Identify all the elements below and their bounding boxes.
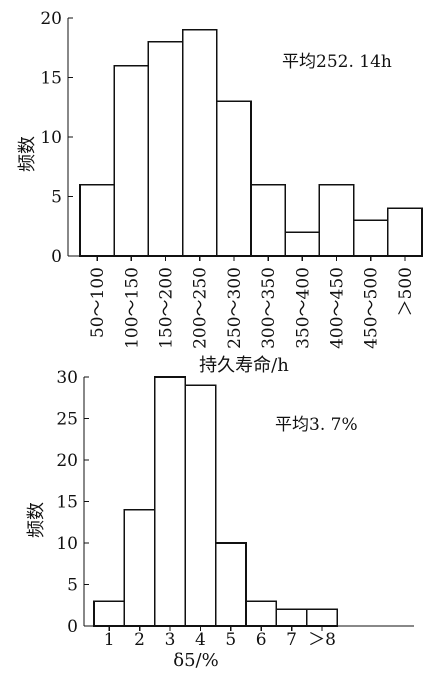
x-tick-label: 1: [104, 630, 115, 650]
x-axis-label: δ5/%: [173, 650, 218, 671]
bar: [154, 376, 187, 627]
x-tick-label: ＞500: [396, 267, 416, 316]
bar: [386, 207, 423, 257]
x-tick-label: 5: [225, 630, 236, 650]
x-tick-label: 50～100: [88, 267, 108, 338]
x-tick-label: 350～400: [293, 267, 313, 349]
y-axis-label: 频数: [26, 502, 47, 538]
x-tick-label: 300～350: [259, 267, 279, 349]
bar: [113, 64, 150, 257]
x-tick-label: 4: [195, 630, 206, 650]
x-tick-label: 450～500: [362, 267, 382, 349]
bar: [181, 29, 218, 257]
bar: [245, 600, 278, 627]
bar: [123, 508, 156, 627]
x-tick-label: 100～150: [122, 267, 142, 349]
bar: [352, 219, 389, 257]
mean-annotation: 平均3. 7%: [275, 415, 358, 435]
x-tick-label: 2: [134, 630, 145, 650]
bar: [318, 183, 355, 257]
x-axis-label: 持久寿命/h: [199, 355, 289, 376]
x-tick-label: 400～450: [328, 267, 348, 349]
y-tick-label: 25: [56, 410, 78, 430]
bar: [184, 384, 217, 627]
y-tick-label: 5: [51, 188, 62, 208]
bar: [147, 40, 184, 257]
bar: [93, 600, 126, 627]
y-tick-label: 0: [51, 247, 62, 267]
x-tick-label: 3: [165, 630, 176, 650]
x-tick-label: 250～300: [225, 267, 245, 349]
y-axis-label: 频数: [17, 136, 38, 172]
bar: [305, 608, 338, 627]
y-tick-label: 0: [67, 617, 78, 637]
bar: [284, 231, 321, 257]
mean-annotation: 平均252. 14h: [282, 52, 392, 72]
bar: [250, 183, 287, 257]
y-tick-label: 20: [40, 9, 62, 29]
bar: [275, 608, 308, 627]
y-tick-label: 20: [56, 451, 78, 471]
y-tick-label: 30: [56, 368, 78, 388]
y-tick-label: 15: [56, 493, 78, 513]
x-tick-label: 200～250: [191, 267, 211, 349]
x-tick-label: ＞8: [308, 630, 336, 650]
x-tick-label: 7: [286, 630, 297, 650]
y-tick-label: 15: [40, 69, 62, 89]
y-tick-label: 10: [40, 128, 62, 148]
chart-lifetime-histogram: 0 5 10 15 20 50～100 100～150 150～200 200～250 250～3…: [17, 9, 423, 376]
x-tick-label: 6: [256, 630, 267, 650]
y-tick-label: 10: [56, 534, 78, 554]
x-tick-label: 150～200: [157, 267, 177, 349]
y-tick-label: 5: [67, 576, 78, 596]
bar: [216, 100, 252, 257]
bar: [214, 542, 247, 627]
bar: [79, 183, 116, 257]
